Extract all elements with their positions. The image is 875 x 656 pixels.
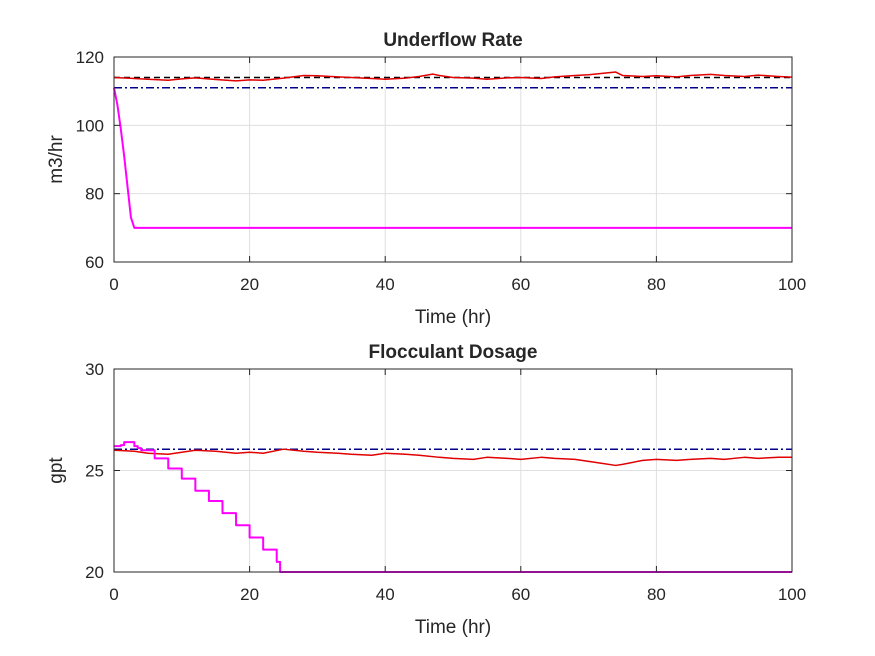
underflow-rate-y-tick-label: 120 — [76, 48, 104, 67]
underflow-rate-y-tick-label: 60 — [85, 253, 104, 272]
underflow-rate-axis-box — [113, 56, 793, 263]
flocculant-dosage-x-tick-label: 0 — [109, 585, 118, 604]
underflow-rate-y-axis-label: m3/hr — [46, 135, 67, 184]
flocculant-dosage-series-3-line — [114, 441, 792, 573]
flocculant-dosage-y-axis-label: gpt — [46, 457, 67, 484]
flocculant-dosage-axes: 0 20 40 60 80 100 20 25 30 Flocculant Dosage Time … — [46, 342, 806, 638]
flocculant-dosage-x-tick-label: 100 — [778, 585, 806, 604]
underflow-rate-x-tick-label: 40 — [376, 275, 395, 294]
flocculant-dosage-x-axis-label: Time (hr) — [415, 617, 491, 638]
flocculant-dosage-x-tick-label: 40 — [376, 585, 395, 604]
underflow-rate-y-tick-label: 100 — [76, 116, 104, 135]
flocculant-dosage-x-tick-label: 80 — [647, 585, 666, 604]
flocculant-dosage-series-2-line — [113, 448, 792, 467]
flocculant-dosage-y-tick-label: 30 — [85, 360, 104, 379]
flocculant-dosage-x-tick-label: 60 — [511, 585, 530, 604]
underflow-rate-title: Underflow Rate — [383, 30, 522, 51]
underflow-rate-x-axis-label: Time (hr) — [415, 307, 491, 328]
flocculant-dosage-y-tick-label: 20 — [85, 563, 104, 582]
underflow-rate-y-tick-label: 80 — [85, 185, 104, 204]
underflow-rate-x-tick-label: 100 — [778, 275, 806, 294]
underflow-rate-series-4-line — [113, 87, 792, 229]
underflow-rate-x-tick-label: 20 — [240, 275, 259, 294]
flocculant-dosage-title: Flocculant Dosage — [369, 342, 538, 363]
underflow-rate-x-tick-label: 80 — [647, 275, 666, 294]
underflow-rate-series-3-line — [113, 71, 793, 82]
flocculant-dosage-x-tick-label: 20 — [240, 585, 259, 604]
underflow-rate-axes: 0 20 40 60 80 100 60 80 100 120 Underflow Rate Time… — [46, 30, 806, 328]
flocculant-dosage-y-tick-label: 25 — [85, 462, 104, 481]
underflow-rate-x-tick-label: 0 — [109, 275, 118, 294]
underflow-rate-x-tick-label: 60 — [511, 275, 530, 294]
